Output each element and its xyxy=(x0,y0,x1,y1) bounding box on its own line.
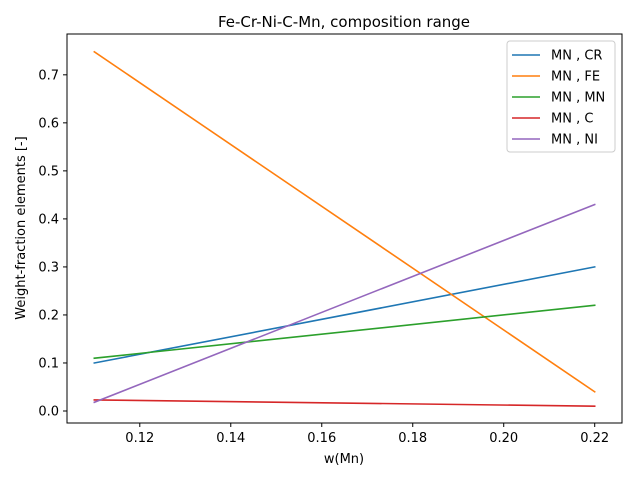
series-line-4 xyxy=(93,203,596,404)
x-axis: 0.12 0.14 0.16 0.18 0.20 0.22 xyxy=(125,423,609,446)
y-tick-label: 0.0 xyxy=(38,404,59,419)
legend-label-0: MN , CR xyxy=(551,49,602,64)
legend-label-3: MN , C xyxy=(551,112,593,127)
y-tick-label: 0.7 xyxy=(38,68,59,83)
x-axis-title: w(Mn) xyxy=(324,452,364,467)
series-line-2 xyxy=(93,304,596,360)
y-tick-label: 0.4 xyxy=(38,212,59,227)
series-layer xyxy=(93,50,596,408)
chart-title: Fe-Cr-Ni-C-Mn, composition range xyxy=(218,13,470,31)
x-tick-label: 0.22 xyxy=(580,431,609,446)
y-tick-label: 0.2 xyxy=(38,308,59,323)
x-tick-label: 0.16 xyxy=(307,431,336,446)
legend-label-2: MN , MN xyxy=(551,91,605,106)
legend-frame xyxy=(506,40,616,153)
x-tick-label: 0.20 xyxy=(489,431,518,446)
legend-label-1: MN , FE xyxy=(551,70,600,85)
y-tick-label: 0.3 xyxy=(38,260,59,275)
series-line-3 xyxy=(93,399,596,408)
legend: MN , CR MN , FE MN , MN MN , C MN , NI xyxy=(506,40,616,153)
x-tick-label: 0.18 xyxy=(398,431,427,446)
series-line-0 xyxy=(93,265,596,364)
legend-label-4: MN , NI xyxy=(551,133,598,148)
x-tick-label: 0.14 xyxy=(216,431,245,446)
y-axis-title: Weight-fraction elements [-] xyxy=(14,136,29,319)
y-tick-label: 0.1 xyxy=(38,356,59,371)
y-tick-label: 0.5 xyxy=(38,164,59,179)
series-line-1 xyxy=(93,50,596,393)
y-axis: 0.0 0.1 0.2 0.3 0.4 0.5 0.6 0.7 xyxy=(38,68,67,419)
x-tick-label: 0.12 xyxy=(125,431,154,446)
y-tick-label: 0.6 xyxy=(38,116,59,131)
